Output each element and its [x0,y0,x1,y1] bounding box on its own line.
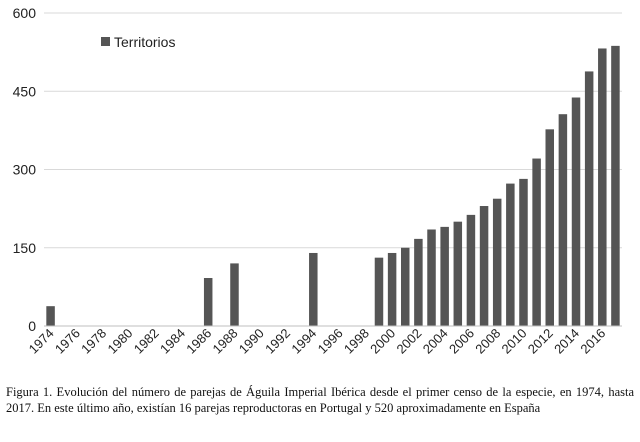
bar-2014 [571,97,581,326]
x-tick-label: 1978 [78,326,109,357]
x-tick-label: 2006 [446,326,477,357]
x-tick-label: 1988 [210,326,241,357]
x-tick-label: 1994 [288,326,319,357]
bar-2003 [427,229,436,326]
y-axis-ticks: 0 150 300 450 600 [13,5,37,334]
x-tick-label: 2004 [420,326,451,357]
bar-2002 [414,238,423,326]
bar-2009 [506,183,515,326]
y-tick-label: 600 [13,5,37,21]
x-tick-label: 2012 [525,326,556,357]
figure-caption: Figura 1. Evolución del número de pareja… [6,385,634,415]
bar-1988 [230,263,239,326]
bar-1986 [203,278,213,326]
bar-2006 [466,214,476,326]
legend-label: Territorios [114,34,175,50]
bar-chart: 0 150 300 450 600 19741976197819801982198419… [13,5,622,357]
bar-2010 [519,178,528,326]
x-tick-label: 2014 [551,326,582,357]
y-tick-label: 450 [13,83,37,99]
bar-2004 [440,226,449,326]
bar-2016 [598,48,607,326]
bar-2013 [558,114,568,326]
legend-swatch [101,37,110,46]
bar-2005 [453,221,463,326]
bars [46,45,620,327]
x-tick-label: 2016 [577,326,608,357]
x-tick-label: 1986 [183,326,214,357]
x-tick-label: 1992 [262,326,293,357]
legend: Territorios [101,34,175,50]
x-axis-ticks: 1974197619781980198219841986198819901992… [26,326,609,357]
x-tick-label: 1980 [104,326,135,357]
x-tick-label: 2008 [472,326,503,357]
x-tick-label: 1998 [341,326,372,357]
bar-1974 [46,306,55,326]
bar-2012 [545,129,554,326]
bar-2001 [401,247,410,326]
bar-2007 [479,206,489,326]
x-tick-label: 1996 [315,326,346,357]
x-tick-label: 1990 [236,326,267,357]
y-tick-label: 150 [13,240,37,256]
bar-2015 [584,71,594,327]
x-tick-label: 1982 [131,326,162,357]
bar-2011 [532,158,541,326]
bar-2008 [492,198,502,326]
bar-2000 [387,252,397,326]
bar-1994 [309,252,318,326]
x-tick-label: 2000 [367,326,398,357]
x-tick-label: 2002 [393,326,424,357]
y-tick-label: 0 [28,318,36,334]
y-tick-label: 300 [13,162,37,178]
x-tick-label: 1984 [157,326,188,357]
x-tick-label: 1976 [52,326,83,357]
bar-1999 [374,257,384,326]
x-tick-label: 2010 [499,326,530,357]
bar-2017 [611,45,620,327]
